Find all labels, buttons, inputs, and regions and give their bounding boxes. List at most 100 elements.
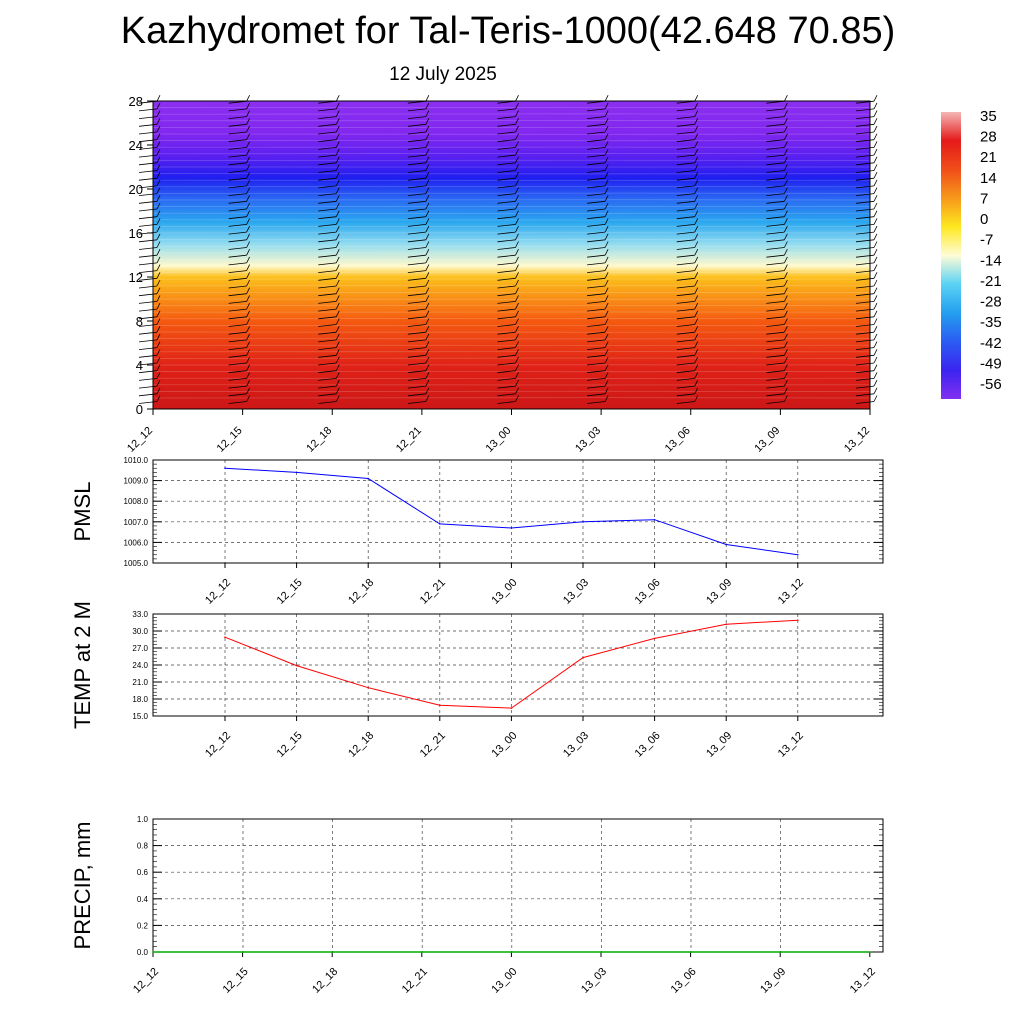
wind-barb (407, 277, 426, 281)
wind-barb-flag (784, 233, 788, 240)
wind-barb (318, 277, 337, 281)
wind-barb-flag (156, 218, 161, 225)
wind-barb-flag (694, 202, 699, 210)
wind-barb-flag (515, 187, 519, 194)
xtick-label: 12_21 (418, 730, 448, 760)
wind-barb-flag (784, 249, 788, 256)
wind-barb (766, 316, 785, 320)
data-point (421, 951, 423, 953)
wind-barb (318, 331, 337, 335)
colorbar-label: -7 (980, 232, 993, 249)
wind-barb (766, 270, 785, 273)
wind-barb-flag (784, 379, 788, 387)
wind-barb-flag (694, 356, 699, 364)
colorbar-label: 28 (980, 129, 997, 146)
wind-barb (676, 100, 695, 104)
wind-barb (497, 116, 516, 119)
wind-barb (138, 378, 158, 381)
wind-barb (318, 324, 337, 327)
wind-barb (407, 116, 426, 119)
wind-barb-flag (156, 141, 161, 148)
wind-barb (407, 285, 426, 289)
colorbar-label: 14 (980, 170, 997, 187)
heatmap-ytick-label: 8 (136, 314, 143, 329)
wind-barb (228, 162, 247, 166)
wind-barb-flag (604, 333, 609, 341)
wind-barb-flag (335, 141, 340, 148)
wind-barb (497, 331, 516, 335)
wind-barb-flag (156, 210, 161, 217)
heatmap-xtick-label: 13_12 (842, 425, 872, 455)
wind-barb-flag (335, 125, 340, 133)
wind-barb-flag (784, 302, 788, 310)
ytick-label: 0.6 (137, 868, 149, 877)
wind-barb (855, 347, 875, 350)
data-point (331, 951, 334, 953)
wind-barb (318, 123, 337, 127)
wind-barb (407, 239, 426, 243)
wind-barb (318, 378, 337, 381)
wind-barb-flag (784, 202, 788, 210)
wind-barb (497, 208, 516, 212)
wind-barb-flag (156, 102, 161, 110)
wind-barb-flag (246, 156, 250, 163)
wind-barb-flag (873, 179, 878, 187)
ytick-label: 0.2 (137, 921, 149, 930)
wind-barb (228, 385, 247, 389)
wind-barb-flag (515, 310, 519, 317)
wind-barb-flag (873, 225, 878, 233)
wind-barb-flag (156, 310, 161, 317)
wind-barb (228, 254, 247, 258)
wind-barb-flag (604, 272, 609, 279)
wind-barb (407, 362, 426, 366)
wind-barb (497, 393, 516, 397)
wind-barb (318, 254, 337, 258)
wind-barb (587, 239, 606, 243)
data-point (439, 704, 441, 707)
wind-barb-flag (425, 118, 430, 125)
wind-barb (318, 385, 337, 389)
wind-barb-flag (425, 172, 430, 179)
ytick-label: 1005.0 (124, 559, 149, 568)
wind-barb (497, 131, 516, 135)
wind-barb (318, 270, 337, 273)
heatmap-xtick-label: 12_15 (215, 425, 245, 455)
wind-barb-flag (784, 187, 788, 194)
wind-barb-flag (604, 302, 609, 310)
wind-barb (497, 162, 516, 166)
wind-barb-flag (515, 302, 519, 310)
wind-barb (228, 401, 247, 404)
wind-barb (766, 239, 785, 243)
contour-line (152, 331, 871, 333)
wind-barb (766, 393, 785, 397)
wind-barb (228, 170, 247, 173)
wind-barb-flag (425, 287, 430, 294)
wind-barb-flag (604, 225, 609, 233)
wind-barb-flag (784, 118, 788, 125)
wind-barb (766, 293, 785, 297)
wind-barb (587, 193, 606, 196)
wind-barb (138, 316, 158, 320)
wind-barb (228, 224, 247, 227)
wind-barb (855, 393, 875, 397)
wind-barb (766, 378, 785, 381)
wind-barb-flag (156, 233, 161, 240)
wind-barb (497, 362, 516, 366)
data-point (510, 527, 513, 529)
wind-barb (318, 354, 337, 358)
wind-barb (228, 108, 247, 112)
wind-barb (318, 231, 337, 235)
data-point (689, 951, 692, 953)
wind-barb-flag (604, 295, 609, 302)
ytick-label: 18.0 (132, 695, 148, 704)
series-line (224, 467, 798, 556)
wind-barb (228, 231, 247, 235)
wind-barb (766, 147, 785, 150)
wind-barb (766, 154, 785, 158)
wind-barb-flag (156, 326, 161, 333)
wind-barb-flag (784, 349, 788, 356)
wind-barb-flag (335, 118, 340, 125)
wind-barb-flag (335, 395, 340, 402)
wind-barb (407, 370, 426, 374)
wind-barb-flag (515, 256, 519, 264)
